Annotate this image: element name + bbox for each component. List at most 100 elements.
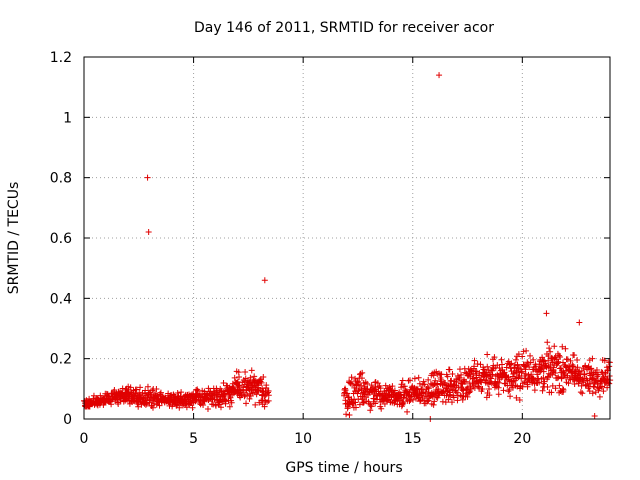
data-point xyxy=(400,399,407,406)
data-point xyxy=(197,401,204,408)
data-point xyxy=(506,361,513,368)
x-tick-label: 10 xyxy=(294,431,312,447)
data-point xyxy=(515,351,522,358)
data-point xyxy=(581,371,588,378)
x-tick-label: 15 xyxy=(404,431,422,447)
data-point xyxy=(415,374,422,381)
data-point xyxy=(411,375,418,382)
data-point xyxy=(540,374,547,381)
data-point xyxy=(436,72,443,79)
data-point xyxy=(449,371,456,377)
data-point xyxy=(137,384,144,391)
data-points xyxy=(81,72,614,422)
data-point xyxy=(344,390,351,397)
data-point xyxy=(425,376,432,383)
data-point xyxy=(505,388,512,395)
y-tick-label: 1 xyxy=(63,110,72,126)
data-point xyxy=(383,397,390,404)
data-point xyxy=(222,397,229,404)
data-point xyxy=(602,370,609,377)
data-point xyxy=(354,390,361,397)
data-point xyxy=(222,390,229,397)
data-point xyxy=(258,379,265,386)
x-tick-label: 5 xyxy=(189,431,198,447)
data-point xyxy=(468,386,475,393)
data-point xyxy=(248,367,255,374)
data-point xyxy=(144,174,151,181)
tick-labels: 0 5 10 15 20 0 0.2 0.4 0.6 0.8 1 1.2 xyxy=(50,50,532,447)
data-point xyxy=(588,365,595,372)
data-point xyxy=(600,388,607,395)
data-point xyxy=(495,384,502,391)
data-point xyxy=(176,404,183,411)
data-point xyxy=(544,339,551,346)
data-point xyxy=(459,396,466,403)
data-point xyxy=(574,357,581,364)
data-point xyxy=(368,382,375,389)
data-point xyxy=(372,400,379,407)
data-point xyxy=(439,388,446,395)
data-point xyxy=(444,388,451,395)
data-point xyxy=(518,368,525,375)
data-point xyxy=(516,396,523,403)
y-tick-label: 0.8 xyxy=(50,171,72,187)
data-point xyxy=(241,393,248,400)
data-point xyxy=(448,377,455,384)
data-point xyxy=(356,401,363,408)
data-point xyxy=(355,387,362,394)
data-point xyxy=(593,366,600,373)
data-point xyxy=(406,398,413,405)
data-point xyxy=(149,387,156,394)
data-point xyxy=(435,386,442,393)
data-point xyxy=(530,356,537,363)
x-tick-label: 20 xyxy=(513,431,531,447)
data-point xyxy=(466,389,473,396)
data-point xyxy=(217,404,224,411)
data-point xyxy=(114,396,121,403)
data-point xyxy=(510,378,517,385)
data-point xyxy=(251,373,258,380)
data-point xyxy=(424,384,431,391)
data-point xyxy=(442,399,449,406)
grid-lines xyxy=(84,57,610,419)
data-point xyxy=(458,371,465,378)
data-point xyxy=(367,401,374,408)
data-point xyxy=(265,392,272,399)
data-point xyxy=(536,379,543,386)
data-point xyxy=(571,352,578,359)
data-point xyxy=(476,384,483,391)
data-point xyxy=(226,403,233,410)
data-point xyxy=(479,386,486,393)
y-tick-label: 0.6 xyxy=(50,231,72,247)
data-point xyxy=(450,394,457,401)
data-point xyxy=(551,343,558,350)
data-point xyxy=(430,372,437,379)
data-point xyxy=(376,390,383,397)
data-point xyxy=(360,399,367,406)
data-point xyxy=(557,365,564,372)
data-point xyxy=(342,387,349,394)
data-point xyxy=(178,389,185,396)
data-point xyxy=(382,382,389,389)
data-point xyxy=(525,360,532,367)
data-point xyxy=(587,380,594,387)
data-point xyxy=(477,361,484,368)
data-point xyxy=(478,376,485,383)
data-point xyxy=(204,406,211,413)
data-point xyxy=(368,403,375,410)
data-point xyxy=(500,387,507,394)
data-point xyxy=(527,352,534,359)
data-point xyxy=(464,393,471,400)
data-point xyxy=(558,375,565,382)
data-point xyxy=(189,404,196,411)
data-point xyxy=(510,371,517,378)
data-point xyxy=(545,370,552,377)
data-point xyxy=(519,353,526,360)
data-point xyxy=(430,401,437,408)
data-point xyxy=(220,379,227,386)
data-point xyxy=(418,386,425,393)
data-point xyxy=(364,380,371,387)
data-point xyxy=(532,363,539,370)
data-point xyxy=(352,399,359,406)
